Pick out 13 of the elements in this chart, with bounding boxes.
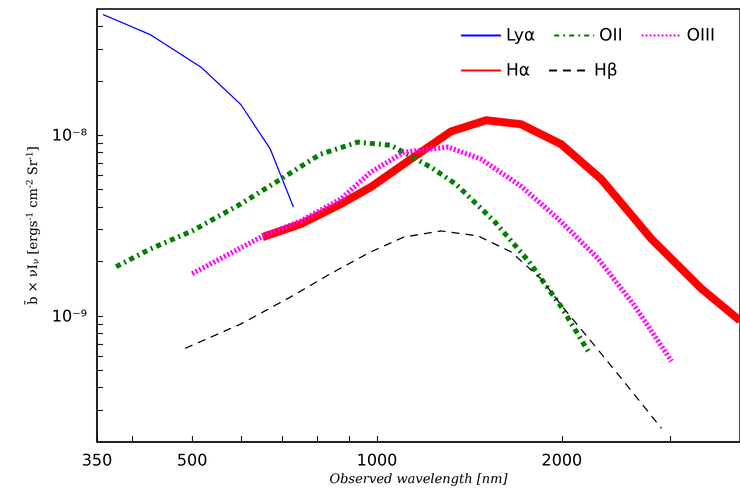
x-tick-label: 2000 bbox=[542, 450, 582, 470]
legend-label: OIII bbox=[686, 26, 715, 46]
legend-label: OII bbox=[599, 26, 623, 46]
x-tick-label: 350 bbox=[82, 450, 112, 470]
y-tick-label: 10⁻⁸ bbox=[52, 126, 87, 145]
legend-label: Hα bbox=[506, 60, 530, 80]
legend-label: Hβ bbox=[594, 60, 618, 80]
x-tick-label: 1000 bbox=[356, 450, 398, 470]
text: b̄ × νIν [ergs-1 cm-2 Sr-1] bbox=[25, 146, 42, 305]
x-tick-label: 500 bbox=[176, 450, 208, 470]
x-axis-title: Observed wavelength [nm] bbox=[329, 472, 508, 487]
y-tick-label: 10⁻⁹ bbox=[52, 306, 87, 326]
legend-label: Lyα bbox=[506, 26, 536, 46]
